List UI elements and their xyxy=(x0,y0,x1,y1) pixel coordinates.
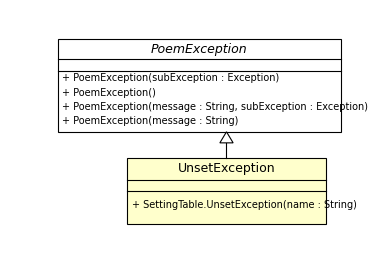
Text: + SettingTable.UnsetException(name : String): + SettingTable.UnsetException(name : Str… xyxy=(131,200,356,210)
Text: + PoemException(message : String): + PoemException(message : String) xyxy=(62,116,238,126)
Polygon shape xyxy=(220,132,233,143)
Text: PoemException: PoemException xyxy=(151,43,248,56)
Text: UnsetException: UnsetException xyxy=(178,163,275,175)
Text: + PoemException(message : String, subException : Exception): + PoemException(message : String, subExc… xyxy=(62,102,368,112)
Bar xyxy=(58,39,341,132)
Text: + PoemException(): + PoemException() xyxy=(62,88,156,98)
Bar xyxy=(127,158,326,224)
Text: + PoemException(subException : Exception): + PoemException(subException : Exception… xyxy=(62,73,279,83)
